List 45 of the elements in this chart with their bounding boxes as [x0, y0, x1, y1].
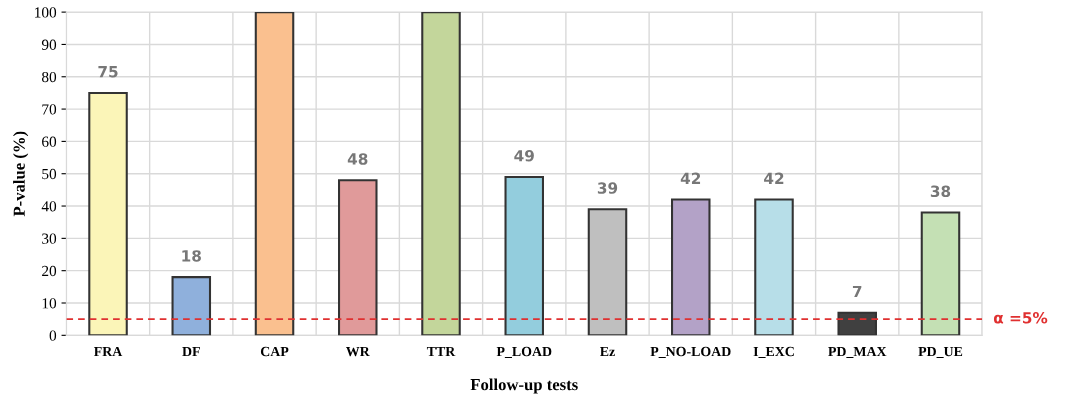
y-tick-label: 80	[41, 71, 57, 83]
x-tick-label: I_EXC	[753, 346, 794, 358]
bar	[587, 208, 628, 336]
bar	[337, 179, 378, 336]
data-label: 7	[852, 285, 862, 298]
data-label: 39	[597, 182, 618, 194]
data-label: 42	[764, 172, 784, 184]
y-tick-label: 10	[42, 298, 57, 309]
data-label: 75	[98, 66, 118, 78]
bar	[171, 276, 212, 336]
y-tick-label: 70	[42, 104, 57, 115]
bar	[421, 12, 461, 336]
x-tick-label: FRA	[93, 346, 123, 357]
bar	[920, 211, 961, 336]
x-tick-label: WR	[346, 346, 370, 357]
x-tick-label: CAP	[260, 346, 289, 357]
y-tick-label: 100	[35, 7, 57, 18]
x-tick-label: DF	[182, 346, 200, 357]
y-tick-label: 50	[42, 168, 57, 180]
ref-line-label: α =5%	[993, 312, 1048, 324]
x-tick-label: Ez	[600, 346, 615, 357]
bar	[837, 311, 878, 336]
x-tick-label: PD_UE	[918, 346, 963, 358]
x-tick-label: P_LOAD	[496, 346, 552, 358]
y-tick-label: 90	[41, 39, 57, 50]
bar	[754, 198, 794, 336]
bar	[504, 175, 545, 336]
x-axis-title: Follow-up tests	[470, 378, 578, 394]
bar	[254, 12, 295, 336]
x-tick-label: PD_MAX	[828, 346, 887, 358]
data-label: 18	[182, 250, 201, 262]
y-tick-label: 20	[42, 265, 57, 277]
bar	[670, 198, 711, 336]
data-label: 42	[680, 172, 701, 184]
x-tick-label: P_NO-LOAD	[650, 346, 731, 358]
bar	[88, 91, 128, 336]
data-label: 48	[347, 153, 368, 165]
data-label: 38	[930, 185, 951, 198]
x-tick-label: TTR	[426, 346, 456, 357]
y-tick-label: 30	[42, 233, 57, 244]
y-tick-label: 0	[49, 330, 57, 341]
y-tick-label: 40	[41, 201, 57, 212]
y-axis-title: P-value (%)	[13, 131, 29, 217]
data-label: 49	[514, 149, 534, 162]
y-tick-label: 60	[42, 136, 57, 147]
